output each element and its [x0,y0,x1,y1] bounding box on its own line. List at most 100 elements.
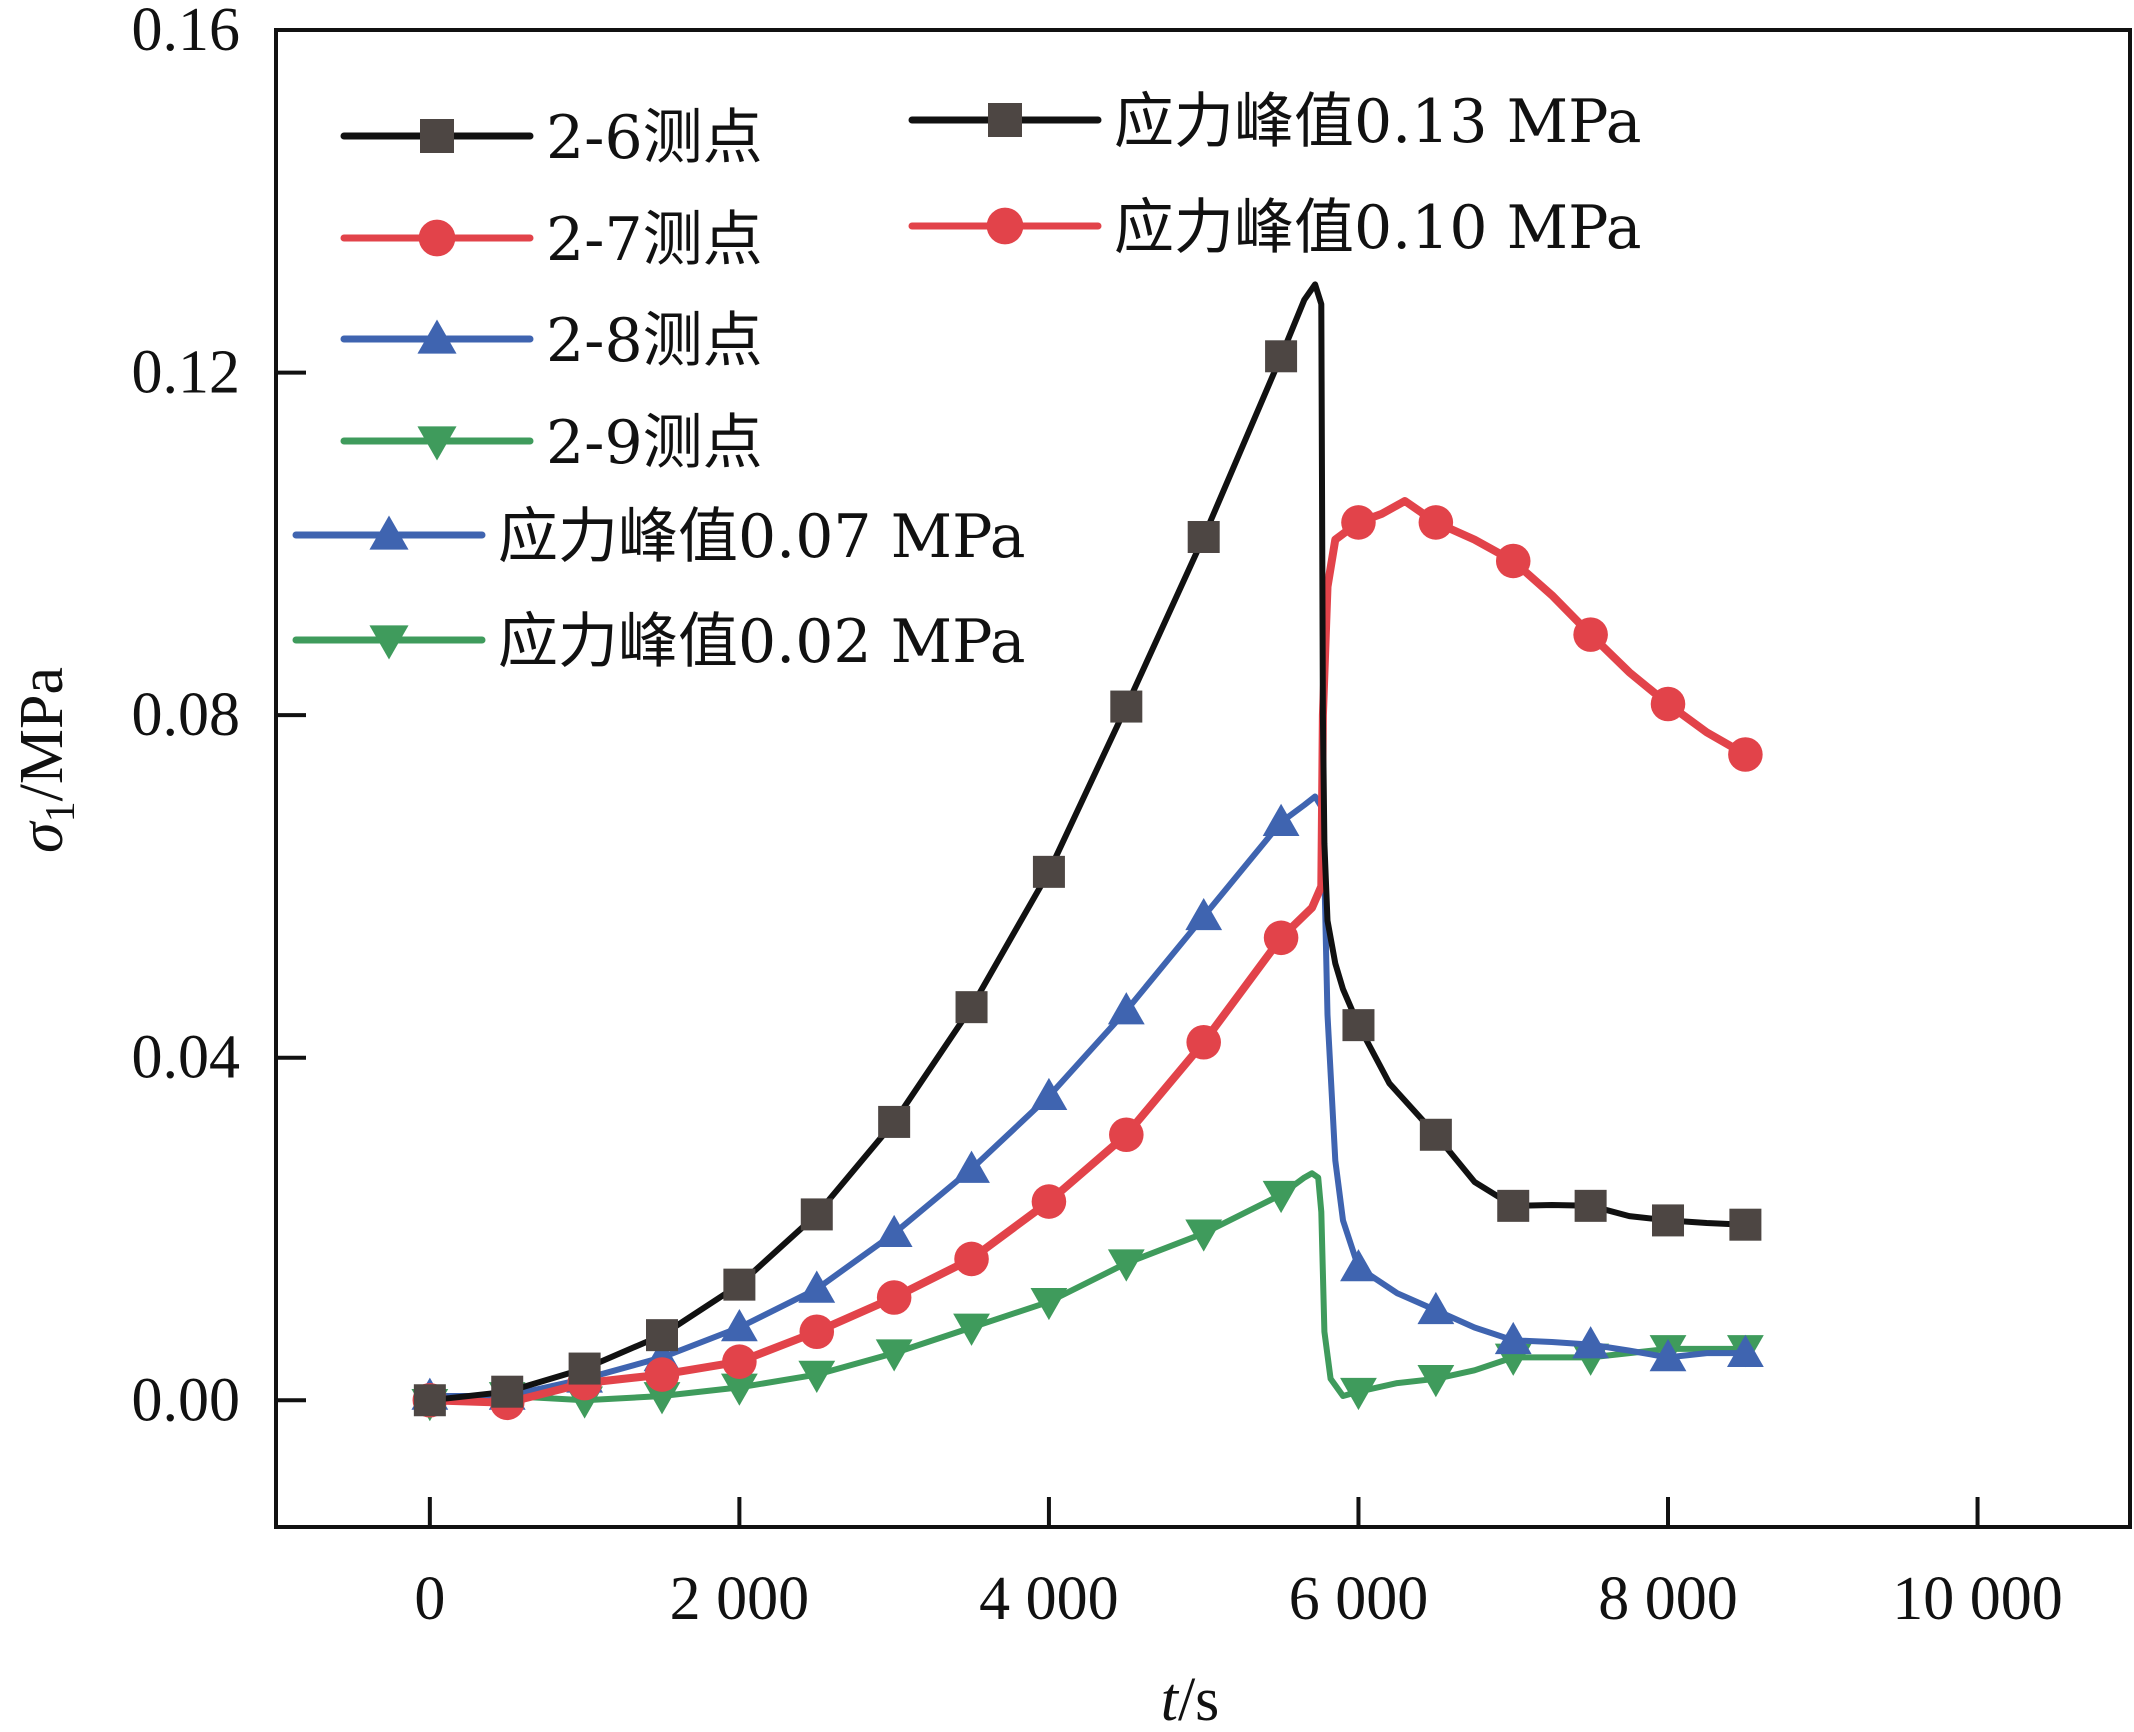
legend-entry: 2-8测点 [340,306,763,376]
y-axis-title-subscript: 1 [38,801,84,822]
series-layer [411,281,1764,1422]
data-point [1187,520,1220,553]
x-axis-title: t/s [1161,1666,1220,1732]
data-point [875,1339,913,1372]
data-point [645,1319,678,1352]
legend-marker [417,319,457,354]
data-point [1417,1365,1455,1398]
data-point [720,1373,758,1406]
data-point [1342,1009,1375,1042]
legend-entry: 应力峰值0.02 MPa [292,607,1026,677]
x-tick-label: 8 000 [1598,1565,1738,1633]
data-point [1107,992,1145,1025]
data-point [799,1314,835,1350]
legend-marker [417,426,457,461]
y-axis-title: σ1/MPa [8,667,84,853]
data-point [876,1280,912,1315]
legend-label: 应力峰值0.07 MPa [498,502,1026,572]
y-tick-label: 0.12 [132,339,241,407]
data-point [878,1105,911,1138]
legend-entry: 应力峰值0.13 MPa [908,87,1642,157]
legend-entry: 应力峰值0.10 MPa [908,193,1642,263]
data-point [798,1270,836,1303]
data-point [1726,1334,1764,1367]
data-point [953,1313,990,1346]
data-point [953,1150,990,1183]
x-tick-label: 10 000 [1892,1565,2063,1633]
legend-annotations: 应力峰值0.13 MPa 应力峰值0.10 MPa 应力峰值0.07 MPa 应力峰值… [292,87,1642,677]
data-point [643,1382,681,1415]
data-point [1341,505,1376,540]
data-point [1652,1204,1685,1237]
y-tick-label: 0.08 [132,681,241,749]
series-2-6测点 [413,281,1762,1417]
data-point [1265,340,1298,373]
legend-label: 2-9测点 [546,408,763,478]
series-2-9测点 [411,1170,1764,1422]
data-point [722,1344,757,1379]
x-axis-title-symbol: t [1161,1666,1180,1732]
data-point [1494,1321,1532,1355]
y-axis: 0.00 0.04 0.08 0.12 0.16 [132,0,306,1434]
legend-entry: 2-6测点 [340,103,763,173]
x-tick-label: 2 000 [670,1565,810,1633]
data-point [1572,1326,1610,1359]
legend-label: 2-6测点 [546,103,763,173]
data-point [1649,1339,1687,1372]
data-point [413,1384,446,1417]
data-point [1186,1024,1221,1060]
data-point [1109,1117,1144,1153]
data-point [1185,1219,1223,1252]
data-point [955,991,988,1024]
plot-frame [274,28,2132,1529]
data-point [1574,1189,1607,1222]
data-point [568,1352,601,1385]
x-tick-label: 4 000 [979,1565,1119,1633]
y-tick-label: 0.16 [132,0,241,64]
data-point [1032,855,1065,888]
legend-label: 应力峰值0.13 MPa [1114,87,1642,157]
data-point [1262,803,1300,836]
x-axis: 0 2 000 4 000 6 000 8 000 10 000 [414,1497,2063,1633]
data-point [1030,1287,1068,1321]
legend-marker [369,515,409,550]
legend-marker [988,103,1022,137]
legend-main: 2-6测点 2-7测点 2-8测点 2-9测点 [340,103,763,478]
legend-label: 应力峰值0.02 MPa [498,607,1026,677]
x-tick-label: 0 [414,1565,445,1633]
data-point [800,1198,833,1231]
data-point [720,1309,758,1342]
series-line [426,1170,1749,1406]
data-point [1107,1249,1145,1282]
svg-text:σ1/MPa: σ1/MPa [8,667,84,853]
data-point [1262,1180,1300,1214]
data-point [1419,1118,1452,1151]
data-point [1418,505,1454,540]
y-tick-label: 0.04 [132,1024,241,1092]
data-point [644,1357,680,1392]
data-point [1495,543,1531,579]
y-axis-title-symbol: σ [8,820,76,853]
data-point [1340,1377,1377,1411]
data-point [1573,617,1608,652]
data-point [1728,737,1763,772]
legend-label: 应力峰值0.10 MPa [1114,193,1642,263]
data-point [1185,897,1223,931]
data-point [954,1241,989,1277]
x-tick-label: 6 000 [1289,1565,1429,1633]
legend-marker [420,119,454,153]
legend-marker [986,207,1024,245]
data-point [1030,1077,1068,1111]
legend-label: 2-7测点 [546,205,763,275]
data-point [1417,1291,1455,1325]
data-point [1110,690,1143,723]
data-point [1729,1208,1762,1241]
y-tick-label: 0.00 [132,1366,241,1434]
data-point [491,1375,524,1408]
data-point [1031,1184,1067,1219]
data-point [1650,686,1686,722]
y-axis-title-unit: /MPa [8,667,76,801]
data-point [798,1360,836,1393]
